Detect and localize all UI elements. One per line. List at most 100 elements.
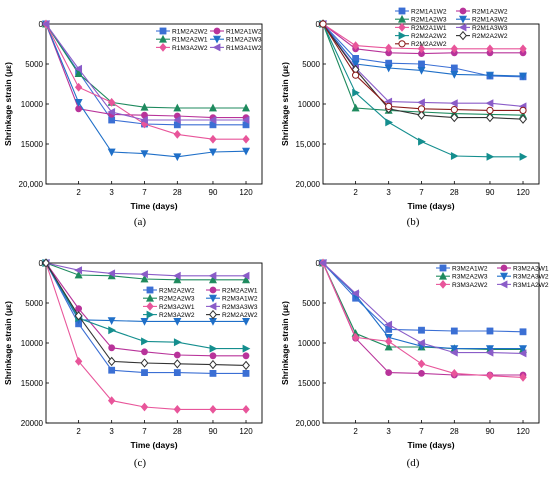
- legend-marker: [500, 272, 508, 281]
- panel-label: (a): [134, 216, 147, 228]
- series-line: [322, 262, 524, 378]
- data-point: [318, 259, 327, 267]
- data-point: [519, 114, 527, 124]
- data-point: [352, 88, 360, 97]
- chart-panel-3: 0 5000 10000 15000 20000 2 3 7 28 90 120 Time (days…: [3, 258, 263, 469]
- legend-label: R1M2A2W3: [226, 37, 262, 44]
- data-point: [208, 103, 217, 112]
- legend-marker: [146, 302, 154, 311]
- data-point: [417, 98, 425, 107]
- data-point: [485, 345, 494, 353]
- data-point: [450, 106, 458, 114]
- y-tick-label: 5000: [302, 299, 320, 308]
- data-point: [385, 118, 394, 127]
- series-4: [319, 259, 528, 353]
- data-point: [417, 359, 426, 369]
- panel-label: (c): [134, 457, 147, 469]
- panel-label: (b): [407, 216, 420, 228]
- legend-label: R2M2A2W3: [159, 296, 195, 303]
- x-tick-label: 3: [386, 427, 391, 436]
- data-point: [450, 345, 459, 353]
- data-point: [485, 99, 494, 108]
- legend-marker: [459, 7, 467, 15]
- y-tick-label: 15000: [21, 379, 44, 388]
- data-point: [418, 60, 425, 68]
- x-tick-label: 3: [109, 188, 114, 197]
- data-point: [450, 327, 458, 335]
- series-9: [319, 20, 527, 115]
- legend: R3M2A1W2 R3M2A2W1 R3M2A2W3 R3M2A3W2 R3M3A2W2…: [436, 264, 549, 289]
- y-tick-label: 0: [316, 20, 321, 29]
- series-5: [42, 258, 250, 414]
- x-axis-label: Time (days): [407, 440, 454, 450]
- data-point: [485, 348, 494, 357]
- data-point: [242, 134, 250, 144]
- data-point: [519, 72, 528, 81]
- chart-panel-4: 0 5000 10000 15000 20,000 2 3 7 28 90 120 Time (day…: [280, 258, 549, 469]
- data-point: [384, 342, 393, 351]
- data-point: [417, 339, 425, 347]
- x-tick-label: 28: [450, 188, 459, 197]
- data-point: [42, 258, 50, 268]
- legend-label: R3M2A3W2: [513, 274, 549, 281]
- data-point: [351, 103, 360, 112]
- data-point: [351, 333, 360, 342]
- data-point: [141, 369, 148, 376]
- data-point: [209, 369, 217, 377]
- legend-marker: [209, 294, 217, 303]
- legend-label: R2M2A2W2: [159, 287, 195, 294]
- legend-marker: [212, 43, 221, 52]
- data-point: [242, 317, 251, 326]
- data-point: [519, 373, 527, 382]
- data-point: [417, 105, 426, 113]
- legend-marker: [500, 264, 508, 272]
- data-point: [351, 41, 360, 50]
- x-tick-label: 7: [142, 427, 147, 436]
- data-point: [208, 116, 217, 124]
- data-point: [486, 44, 494, 54]
- data-point: [173, 103, 182, 112]
- legend-label: R2M1A2W2: [472, 8, 508, 15]
- y-tick-label: 20000: [21, 419, 44, 428]
- data-point: [450, 71, 459, 79]
- x-tick-label: 2: [76, 188, 81, 197]
- data-point: [173, 317, 182, 326]
- data-point: [418, 369, 425, 377]
- data-point: [242, 369, 250, 377]
- legend-marker: [398, 31, 407, 40]
- panel-label: (d): [407, 457, 420, 469]
- data-point: [519, 44, 527, 54]
- data-point: [75, 305, 83, 312]
- data-point: [518, 349, 527, 358]
- data-point: [209, 359, 217, 370]
- data-point: [140, 358, 149, 368]
- data-point: [74, 99, 83, 107]
- data-point: [242, 103, 251, 112]
- data-point: [140, 270, 148, 279]
- y-tick-label: 10000: [21, 100, 44, 109]
- x-tick-label: 7: [142, 188, 147, 197]
- data-point: [173, 130, 182, 139]
- data-point: [173, 359, 182, 369]
- legend-label: R2M2A1W1: [411, 25, 447, 32]
- legend-marker: [398, 14, 406, 23]
- x-axis-label: Time (days): [407, 201, 454, 211]
- data-point: [242, 360, 250, 371]
- chart-panel-1: 0 5000 10000 15000 20,000 2 3 7 28 90 120 Time (day…: [3, 19, 263, 228]
- legend-label: R2M1A2W3: [411, 17, 447, 24]
- y-tick-label: 0: [39, 20, 44, 29]
- data-point: [172, 271, 181, 280]
- legend-label: R2M2A2W1: [222, 287, 258, 294]
- legend-marker: [213, 35, 221, 44]
- data-point: [351, 60, 360, 69]
- data-point: [417, 44, 426, 54]
- data-point: [449, 348, 458, 357]
- x-tick-label: 90: [209, 188, 218, 197]
- chart-panel-2: 0 5000 10000 15,000 20,000 2 3 7 28 90 120 Time (da…: [280, 7, 540, 228]
- legend-label: R2M2A2W2: [411, 33, 447, 40]
- legend-marker: [209, 309, 217, 320]
- data-point: [173, 338, 182, 347]
- data-point: [486, 152, 495, 161]
- x-tick-label: 90: [486, 188, 495, 197]
- legend: R2M2A2W2 R2M2A2W1 R2M2A2W3 R2M3A1W2 R2M3A2W1…: [143, 286, 258, 320]
